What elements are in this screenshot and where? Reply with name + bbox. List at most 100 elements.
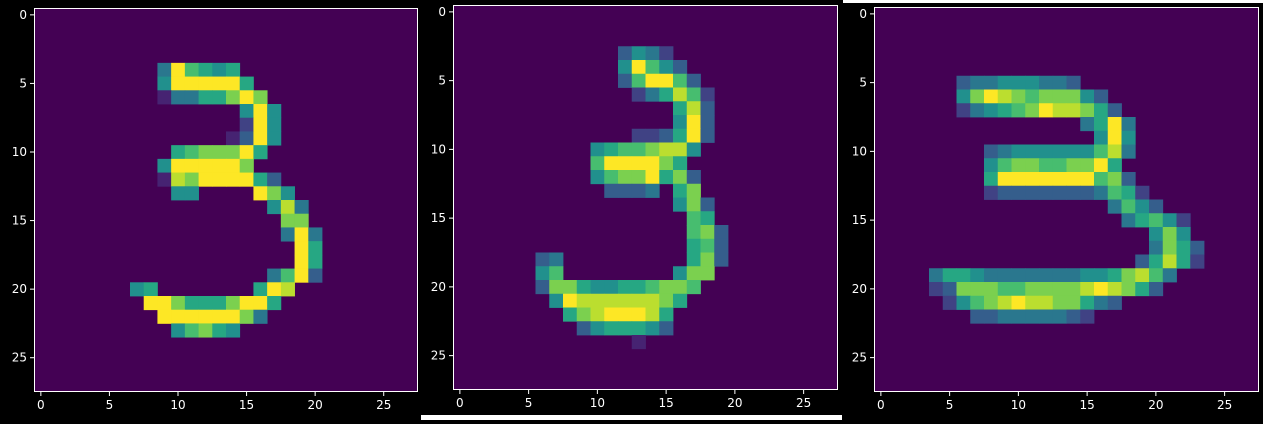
heatmap-cell <box>1094 103 1109 118</box>
heatmap-cell <box>1094 172 1109 187</box>
heatmap-cell <box>280 268 295 283</box>
heatmap-cell <box>686 280 701 295</box>
heatmap-cell <box>659 46 674 61</box>
heatmap-cell <box>659 60 674 75</box>
x-tick-label: 20 <box>727 396 742 410</box>
x-tick-label: 20 <box>308 398 323 412</box>
heatmap-cell <box>956 295 971 310</box>
heatmap-cell <box>184 158 199 173</box>
heatmap-cell <box>604 293 619 308</box>
heatmap-cell <box>631 307 646 322</box>
heatmap-cell <box>997 185 1012 200</box>
heatmap-cell <box>984 158 999 173</box>
heatmap-cell <box>984 89 999 104</box>
heatmap-cell <box>198 323 213 338</box>
heatmap-cell <box>1011 144 1026 159</box>
y-tick-label: 15 <box>431 211 446 225</box>
heatmap-cell <box>1176 213 1191 228</box>
axes-frame <box>453 5 838 390</box>
heatmap-cell <box>267 282 282 297</box>
x-tick-label: 25 <box>1217 398 1232 412</box>
y-tick-label: 20 <box>852 282 867 296</box>
heatmap-cell <box>631 335 646 350</box>
heatmap-cell <box>645 321 660 336</box>
heatmap-cell <box>563 293 578 308</box>
heatmap-cell <box>618 183 633 198</box>
heatmap-cell <box>1025 282 1040 297</box>
y-tick-label: 10 <box>852 144 867 158</box>
heatmap-cell <box>1107 295 1122 310</box>
heatmap-cell <box>239 117 254 132</box>
heatmap-cell <box>686 183 701 198</box>
heatmap-cell <box>1080 144 1095 159</box>
heatmap-cell <box>171 172 186 187</box>
heatmap-cell <box>631 128 646 143</box>
x-tick-label: 15 <box>658 396 673 410</box>
heatmap-cell <box>1039 172 1054 187</box>
heatmap-cell <box>604 142 619 157</box>
heatmap-cell <box>984 268 999 283</box>
heatmap-cell <box>1121 199 1136 214</box>
heatmap-cell <box>171 145 186 160</box>
heatmap-cell <box>997 103 1012 118</box>
heatmap-cell <box>280 213 295 228</box>
heatmap-cell <box>984 172 999 187</box>
heatmap-cell <box>1135 185 1150 200</box>
heatmap-cell <box>226 158 241 173</box>
heatmap-cell <box>1066 309 1081 324</box>
heatmap-cell <box>714 238 729 253</box>
heatmap-cell <box>226 131 241 146</box>
heatmap-cell <box>267 200 282 215</box>
heatmap-cell <box>631 183 646 198</box>
heatmap-cell <box>1080 158 1095 173</box>
heatmap-cell <box>1025 172 1040 187</box>
heatmap-cell <box>308 268 323 283</box>
heatmap-cell <box>942 268 957 283</box>
x-tick-label: 15 <box>239 398 254 412</box>
heatmap-cell <box>563 307 578 322</box>
heatmap-cell <box>1011 103 1026 118</box>
heatmap-cell <box>184 90 199 105</box>
heatmap-cell <box>604 156 619 171</box>
heatmap-cell <box>1121 144 1136 159</box>
heatmap-cell <box>631 142 646 157</box>
heatmap-cell <box>590 170 605 185</box>
heatmap-cell <box>1094 185 1109 200</box>
heatmap-cell <box>618 170 633 185</box>
heatmap-cell <box>1121 268 1136 283</box>
heatmap-cell <box>984 185 999 200</box>
heatmap-cell <box>956 89 971 104</box>
heatmap-cell <box>294 241 309 256</box>
heatmap-cell <box>1052 103 1067 118</box>
heatmap-cell <box>280 227 295 242</box>
heatmap-cell <box>239 76 254 91</box>
heatmap-cell <box>997 144 1012 159</box>
panel-1: 0 5 10 15 20 25 0 5 10 15 20 25 <box>12 8 418 412</box>
heatmap-cell <box>1052 268 1067 283</box>
heatmap-cell <box>1052 309 1067 324</box>
heatmap-cell <box>673 101 688 116</box>
heatmap-cell <box>549 252 564 267</box>
heatmap-cell <box>239 158 254 173</box>
heatmap-cell <box>1025 309 1040 324</box>
heatmap-cell <box>700 101 715 116</box>
heatmap-cell <box>1149 213 1164 228</box>
heatmap-cell <box>631 73 646 88</box>
heatmap-cell <box>267 131 282 146</box>
heatmap-cell <box>1066 144 1081 159</box>
heatmap-cell <box>171 323 186 338</box>
heatmap-cell <box>1066 172 1081 187</box>
heatmap-cell <box>1080 117 1095 132</box>
heatmap-cell <box>294 213 309 228</box>
heatmap-cell <box>1149 254 1164 269</box>
heatmap-cell <box>198 296 213 311</box>
heatmap-cell <box>970 89 985 104</box>
heatmap-cell <box>618 293 633 308</box>
heatmap-cell <box>997 282 1012 297</box>
heatmap-cell <box>267 296 282 311</box>
heatmap-cell <box>1025 144 1040 159</box>
heatmap-cell <box>1162 240 1177 255</box>
heatmap-cell <box>673 87 688 102</box>
heatmap-cell <box>645 307 660 322</box>
